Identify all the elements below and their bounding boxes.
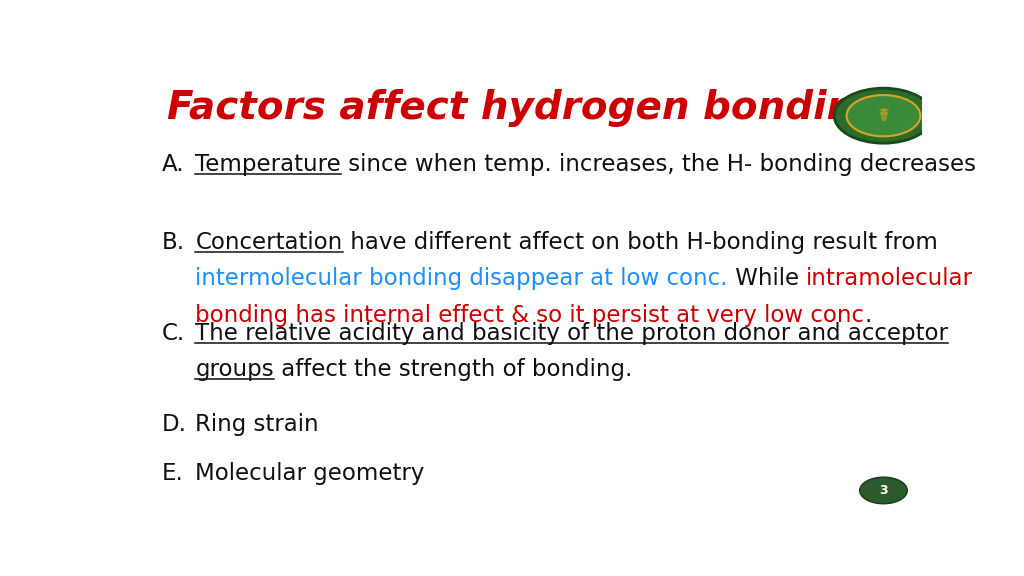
Text: C.: C.: [162, 322, 184, 345]
Text: While: While: [728, 267, 806, 290]
Text: intramolecular: intramolecular: [806, 267, 974, 290]
Text: D.: D.: [162, 413, 186, 436]
Circle shape: [835, 88, 933, 143]
Text: .: .: [864, 304, 871, 327]
Text: Concertation: Concertation: [196, 231, 343, 254]
Text: The relative acidity and basicity of the proton donor and acceptor: The relative acidity and basicity of the…: [196, 322, 948, 345]
Text: since when temp. increases, the H- bonding decreases: since when temp. increases, the H- bondi…: [341, 153, 976, 176]
Text: affect the strength of bonding.: affect the strength of bonding.: [274, 358, 633, 381]
Circle shape: [860, 477, 907, 504]
Text: B.: B.: [162, 231, 184, 254]
Text: 3: 3: [880, 484, 888, 497]
Text: have different affect on both H-bonding result from: have different affect on both H-bonding …: [343, 231, 938, 254]
Circle shape: [847, 95, 921, 137]
Text: bonding has internal effect & so it persist at very low conc: bonding has internal effect & so it pers…: [196, 304, 864, 327]
Text: intermolecular bonding disappear at low conc.: intermolecular bonding disappear at low …: [196, 267, 728, 290]
Text: groups: groups: [196, 358, 274, 381]
Text: ☤: ☤: [878, 107, 890, 124]
Text: Temperature: Temperature: [196, 153, 341, 176]
Text: Ring strain: Ring strain: [196, 413, 319, 436]
Text: E.: E.: [162, 461, 183, 484]
Text: Factors affect hydrogen bonding: Factors affect hydrogen bonding: [167, 89, 883, 127]
Text: A.: A.: [162, 153, 184, 176]
Text: Molecular geometry: Molecular geometry: [196, 461, 425, 484]
